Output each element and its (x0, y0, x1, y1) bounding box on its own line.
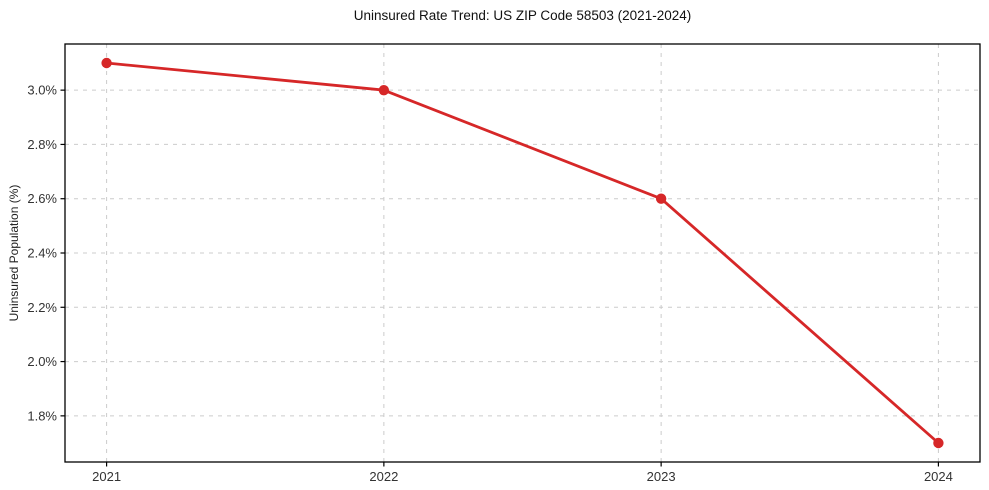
y-tick-label: 3.0% (27, 83, 57, 98)
y-tick-label: 1.8% (27, 408, 57, 423)
y-tick-label: 2.2% (27, 300, 57, 315)
x-tick-label: 2024 (924, 469, 953, 484)
data-point (378, 84, 390, 96)
y-tick-label: 2.8% (27, 137, 57, 152)
chart-title: Uninsured Rate Trend: US ZIP Code 58503 … (353, 8, 692, 23)
trend-line (105, 61, 940, 445)
x-tick-label: 2021 (92, 469, 121, 484)
data-point (101, 57, 112, 69)
x-tick-label: 2023 (647, 469, 676, 484)
y-tick-label: 2.6% (27, 191, 57, 206)
x-tick-label: 2022 (369, 469, 398, 484)
y-tick-label: 2.4% (27, 246, 57, 261)
data-point (933, 437, 944, 449)
data-point (655, 193, 667, 204)
y-tick-label: 2.0% (27, 354, 57, 369)
